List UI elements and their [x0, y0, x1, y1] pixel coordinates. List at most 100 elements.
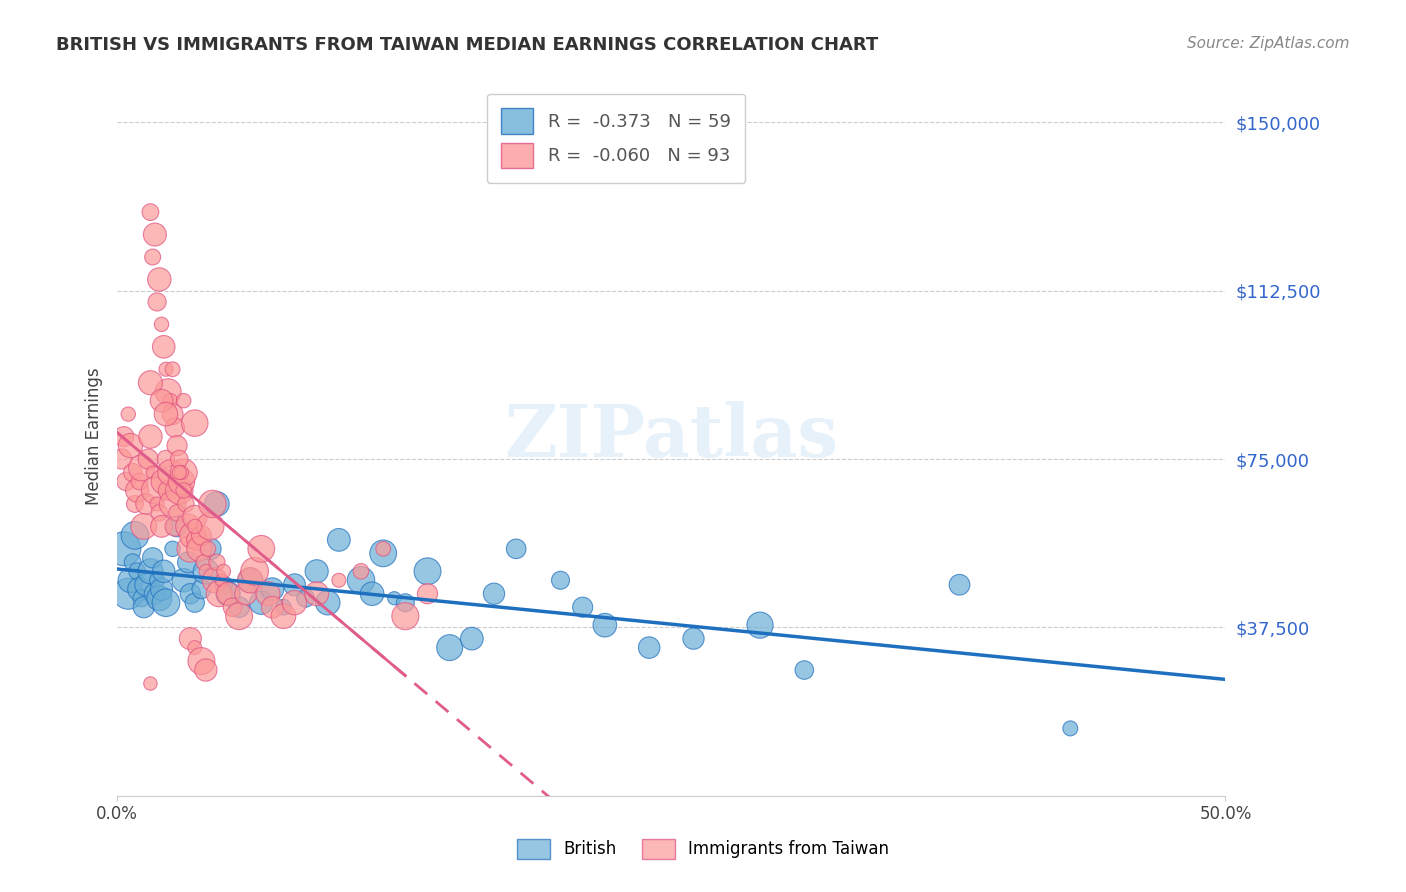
- Text: BRITISH VS IMMIGRANTS FROM TAIWAN MEDIAN EARNINGS CORRELATION CHART: BRITISH VS IMMIGRANTS FROM TAIWAN MEDIAN…: [56, 36, 879, 54]
- Immigrants from Taiwan: [150, 393, 173, 408]
- British: [793, 663, 815, 677]
- British: [217, 587, 239, 601]
- British: [593, 618, 616, 632]
- Immigrants from Taiwan: [173, 466, 195, 480]
- Immigrants from Taiwan: [120, 439, 142, 453]
- Immigrants from Taiwan: [139, 205, 162, 219]
- Immigrants from Taiwan: [257, 587, 280, 601]
- Immigrants from Taiwan: [184, 519, 207, 533]
- Immigrants from Taiwan: [166, 506, 188, 520]
- Immigrants from Taiwan: [208, 587, 231, 601]
- Immigrants from Taiwan: [139, 376, 162, 390]
- Immigrants from Taiwan: [111, 452, 134, 467]
- British: [205, 497, 228, 511]
- Immigrants from Taiwan: [416, 587, 439, 601]
- British: [239, 574, 262, 588]
- British: [124, 528, 146, 542]
- Immigrants from Taiwan: [305, 587, 328, 601]
- British: [361, 587, 384, 601]
- Immigrants from Taiwan: [162, 497, 184, 511]
- British: [305, 564, 328, 578]
- British: [162, 541, 184, 556]
- Immigrants from Taiwan: [155, 452, 177, 467]
- Immigrants from Taiwan: [162, 407, 184, 421]
- Immigrants from Taiwan: [193, 555, 215, 569]
- British: [200, 541, 222, 556]
- British: [177, 555, 200, 569]
- Immigrants from Taiwan: [201, 497, 224, 511]
- Immigrants from Taiwan: [190, 528, 212, 542]
- Immigrants from Taiwan: [112, 429, 135, 443]
- British: [146, 574, 169, 588]
- British: [382, 591, 405, 606]
- British: [262, 582, 284, 597]
- British: [749, 618, 772, 632]
- Immigrants from Taiwan: [159, 466, 181, 480]
- British: [139, 564, 162, 578]
- Y-axis label: Median Earnings: Median Earnings: [86, 368, 103, 506]
- Immigrants from Taiwan: [159, 393, 181, 408]
- Immigrants from Taiwan: [152, 340, 174, 354]
- Text: Source: ZipAtlas.com: Source: ZipAtlas.com: [1187, 36, 1350, 51]
- Immigrants from Taiwan: [181, 528, 204, 542]
- Immigrants from Taiwan: [148, 272, 170, 286]
- Immigrants from Taiwan: [209, 574, 232, 588]
- Immigrants from Taiwan: [142, 250, 165, 264]
- British: [155, 596, 177, 610]
- Immigrants from Taiwan: [184, 416, 207, 430]
- Immigrants from Taiwan: [163, 519, 186, 533]
- Immigrants from Taiwan: [136, 452, 159, 467]
- Immigrants from Taiwan: [157, 384, 180, 399]
- Immigrants from Taiwan: [217, 587, 239, 601]
- Immigrants from Taiwan: [170, 475, 193, 489]
- Immigrants from Taiwan: [146, 294, 169, 309]
- Immigrants from Taiwan: [170, 466, 193, 480]
- British: [273, 600, 295, 615]
- Immigrants from Taiwan: [179, 632, 201, 646]
- Immigrants from Taiwan: [194, 663, 217, 677]
- British: [373, 546, 395, 560]
- Immigrants from Taiwan: [179, 541, 201, 556]
- Immigrants from Taiwan: [157, 483, 180, 498]
- Immigrants from Taiwan: [163, 420, 186, 434]
- Immigrants from Taiwan: [174, 497, 197, 511]
- Immigrants from Taiwan: [200, 519, 222, 533]
- Immigrants from Taiwan: [205, 555, 228, 569]
- Immigrants from Taiwan: [135, 497, 157, 511]
- British: [150, 582, 173, 597]
- Immigrants from Taiwan: [184, 510, 207, 524]
- Immigrants from Taiwan: [228, 609, 250, 624]
- British: [166, 519, 188, 533]
- Immigrants from Taiwan: [115, 475, 138, 489]
- Legend: R =  -0.373   N = 59, R =  -0.060   N = 93: R = -0.373 N = 59, R = -0.060 N = 93: [486, 94, 745, 183]
- Immigrants from Taiwan: [131, 461, 153, 475]
- British: [394, 596, 416, 610]
- Immigrants from Taiwan: [166, 439, 188, 453]
- Immigrants from Taiwan: [190, 654, 212, 668]
- Immigrants from Taiwan: [150, 318, 173, 332]
- Immigrants from Taiwan: [239, 574, 262, 588]
- Immigrants from Taiwan: [128, 475, 150, 489]
- Immigrants from Taiwan: [155, 362, 177, 376]
- Immigrants from Taiwan: [186, 533, 208, 547]
- Immigrants from Taiwan: [283, 596, 305, 610]
- British: [461, 632, 484, 646]
- British: [135, 578, 157, 592]
- British: [128, 582, 150, 597]
- Immigrants from Taiwan: [143, 227, 166, 242]
- British: [571, 600, 593, 615]
- Immigrants from Taiwan: [173, 393, 195, 408]
- Immigrants from Taiwan: [184, 640, 207, 655]
- British: [250, 596, 273, 610]
- Immigrants from Taiwan: [150, 519, 173, 533]
- British: [316, 596, 339, 610]
- British: [112, 541, 135, 556]
- Immigrants from Taiwan: [121, 466, 143, 480]
- British: [184, 596, 207, 610]
- Immigrants from Taiwan: [117, 407, 139, 421]
- British: [173, 574, 195, 588]
- Immigrants from Taiwan: [162, 362, 184, 376]
- Immigrants from Taiwan: [243, 564, 266, 578]
- British: [1059, 722, 1081, 736]
- Immigrants from Taiwan: [212, 564, 235, 578]
